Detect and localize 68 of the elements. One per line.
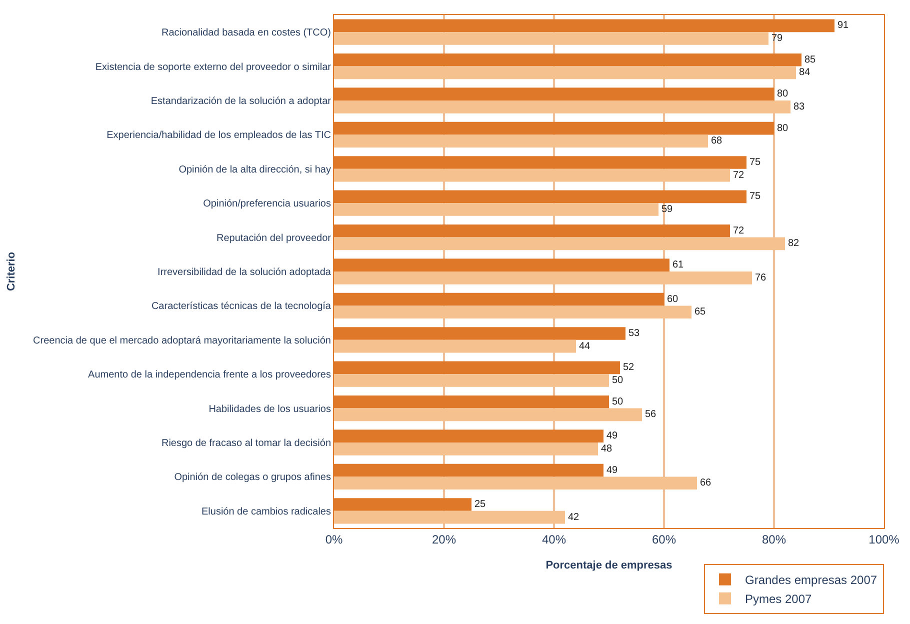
data-label: 72 xyxy=(733,225,745,236)
y-tick-label: Aumento de la independencia frente a los proveedores xyxy=(88,370,331,381)
y-tick-label: Estandarización de la solución a adoptar xyxy=(150,96,332,107)
y-tick-label: Riesgo de fracaso al tomar la decisión xyxy=(161,438,331,449)
bar xyxy=(334,306,692,319)
y-tick-label: Experiencia/habilidad de los empleados de las TIC xyxy=(106,130,331,142)
bar xyxy=(334,374,609,387)
bar xyxy=(334,476,697,490)
x-tick-label: 60% xyxy=(652,532,676,546)
data-label: 80 xyxy=(777,122,789,134)
data-label: 84 xyxy=(799,67,811,78)
bar xyxy=(334,203,658,216)
bar xyxy=(334,510,565,524)
y-tick-label: Existencia de soporte externo del proveedor o similar xyxy=(95,62,332,73)
bar xyxy=(334,237,785,250)
y-tick-label: Opinión/preferencia usuarios xyxy=(203,198,331,210)
y-tick-label: Elusión de cambios radicales xyxy=(201,506,331,518)
y-tick-label: Irreversibilidad de la solución adoptada xyxy=(158,267,332,278)
data-label: 49 xyxy=(606,464,618,476)
data-label: 50 xyxy=(612,375,624,386)
bar xyxy=(334,442,598,456)
data-label: 80 xyxy=(777,88,789,100)
data-label: 52 xyxy=(623,362,635,374)
y-tick-label: Racionalidad basada en costes (TCO) xyxy=(161,28,331,39)
bar xyxy=(334,408,642,422)
bar xyxy=(334,340,576,353)
data-label: 50 xyxy=(612,396,624,408)
y-axis-title: Criterio xyxy=(6,252,18,292)
data-label: 76 xyxy=(755,272,767,284)
data-label: 61 xyxy=(672,260,684,271)
data-label: 75 xyxy=(750,191,762,202)
legend-label: Pymes 2007 xyxy=(745,592,812,606)
data-label: 25 xyxy=(474,498,486,510)
bar xyxy=(334,272,752,284)
y-tick-label: Opinión de la alta dirección, si hay xyxy=(178,164,331,176)
data-label: 72 xyxy=(733,170,745,181)
x-axis-title: Porcentaje de empresas xyxy=(546,560,672,572)
x-tick-label: 80% xyxy=(762,532,786,546)
x-tick-label: 20% xyxy=(432,532,456,546)
data-label: 48 xyxy=(601,443,613,454)
data-label: 85 xyxy=(804,54,816,66)
data-label: 56 xyxy=(645,409,657,420)
data-label: 65 xyxy=(694,306,706,318)
data-label: 49 xyxy=(606,430,618,442)
bar xyxy=(334,32,768,45)
data-label: 42 xyxy=(568,512,580,523)
bar xyxy=(334,134,708,148)
legend-label: Grandes empresas 2007 xyxy=(745,573,878,588)
data-label: 83 xyxy=(794,101,806,112)
y-tick-label: Características técnicas de la tecnología xyxy=(151,301,332,312)
y-tick-label: Habilidades de los usuarios xyxy=(208,404,331,415)
x-tick-label: 40% xyxy=(542,532,566,546)
y-tick-label: Opinión de colegas o grupos afines xyxy=(174,472,331,484)
data-label: 44 xyxy=(579,340,591,352)
x-tick-label: 100% xyxy=(868,532,900,546)
data-label: 91 xyxy=(838,20,850,32)
y-tick-label: Reputación del proveedor xyxy=(216,232,332,244)
data-label: 82 xyxy=(788,238,800,250)
data-label: 53 xyxy=(628,328,640,339)
data-label: 66 xyxy=(700,478,712,489)
data-label: 68 xyxy=(711,136,723,147)
y-tick-label: Creencia de que el mercado adoptará mayoritariamente la solución xyxy=(33,335,331,346)
x-tick-label: 0% xyxy=(325,532,343,546)
bar xyxy=(334,168,730,182)
data-label: 60 xyxy=(667,294,679,305)
data-label: 75 xyxy=(750,156,762,168)
bar xyxy=(334,100,790,114)
bar xyxy=(334,66,796,80)
